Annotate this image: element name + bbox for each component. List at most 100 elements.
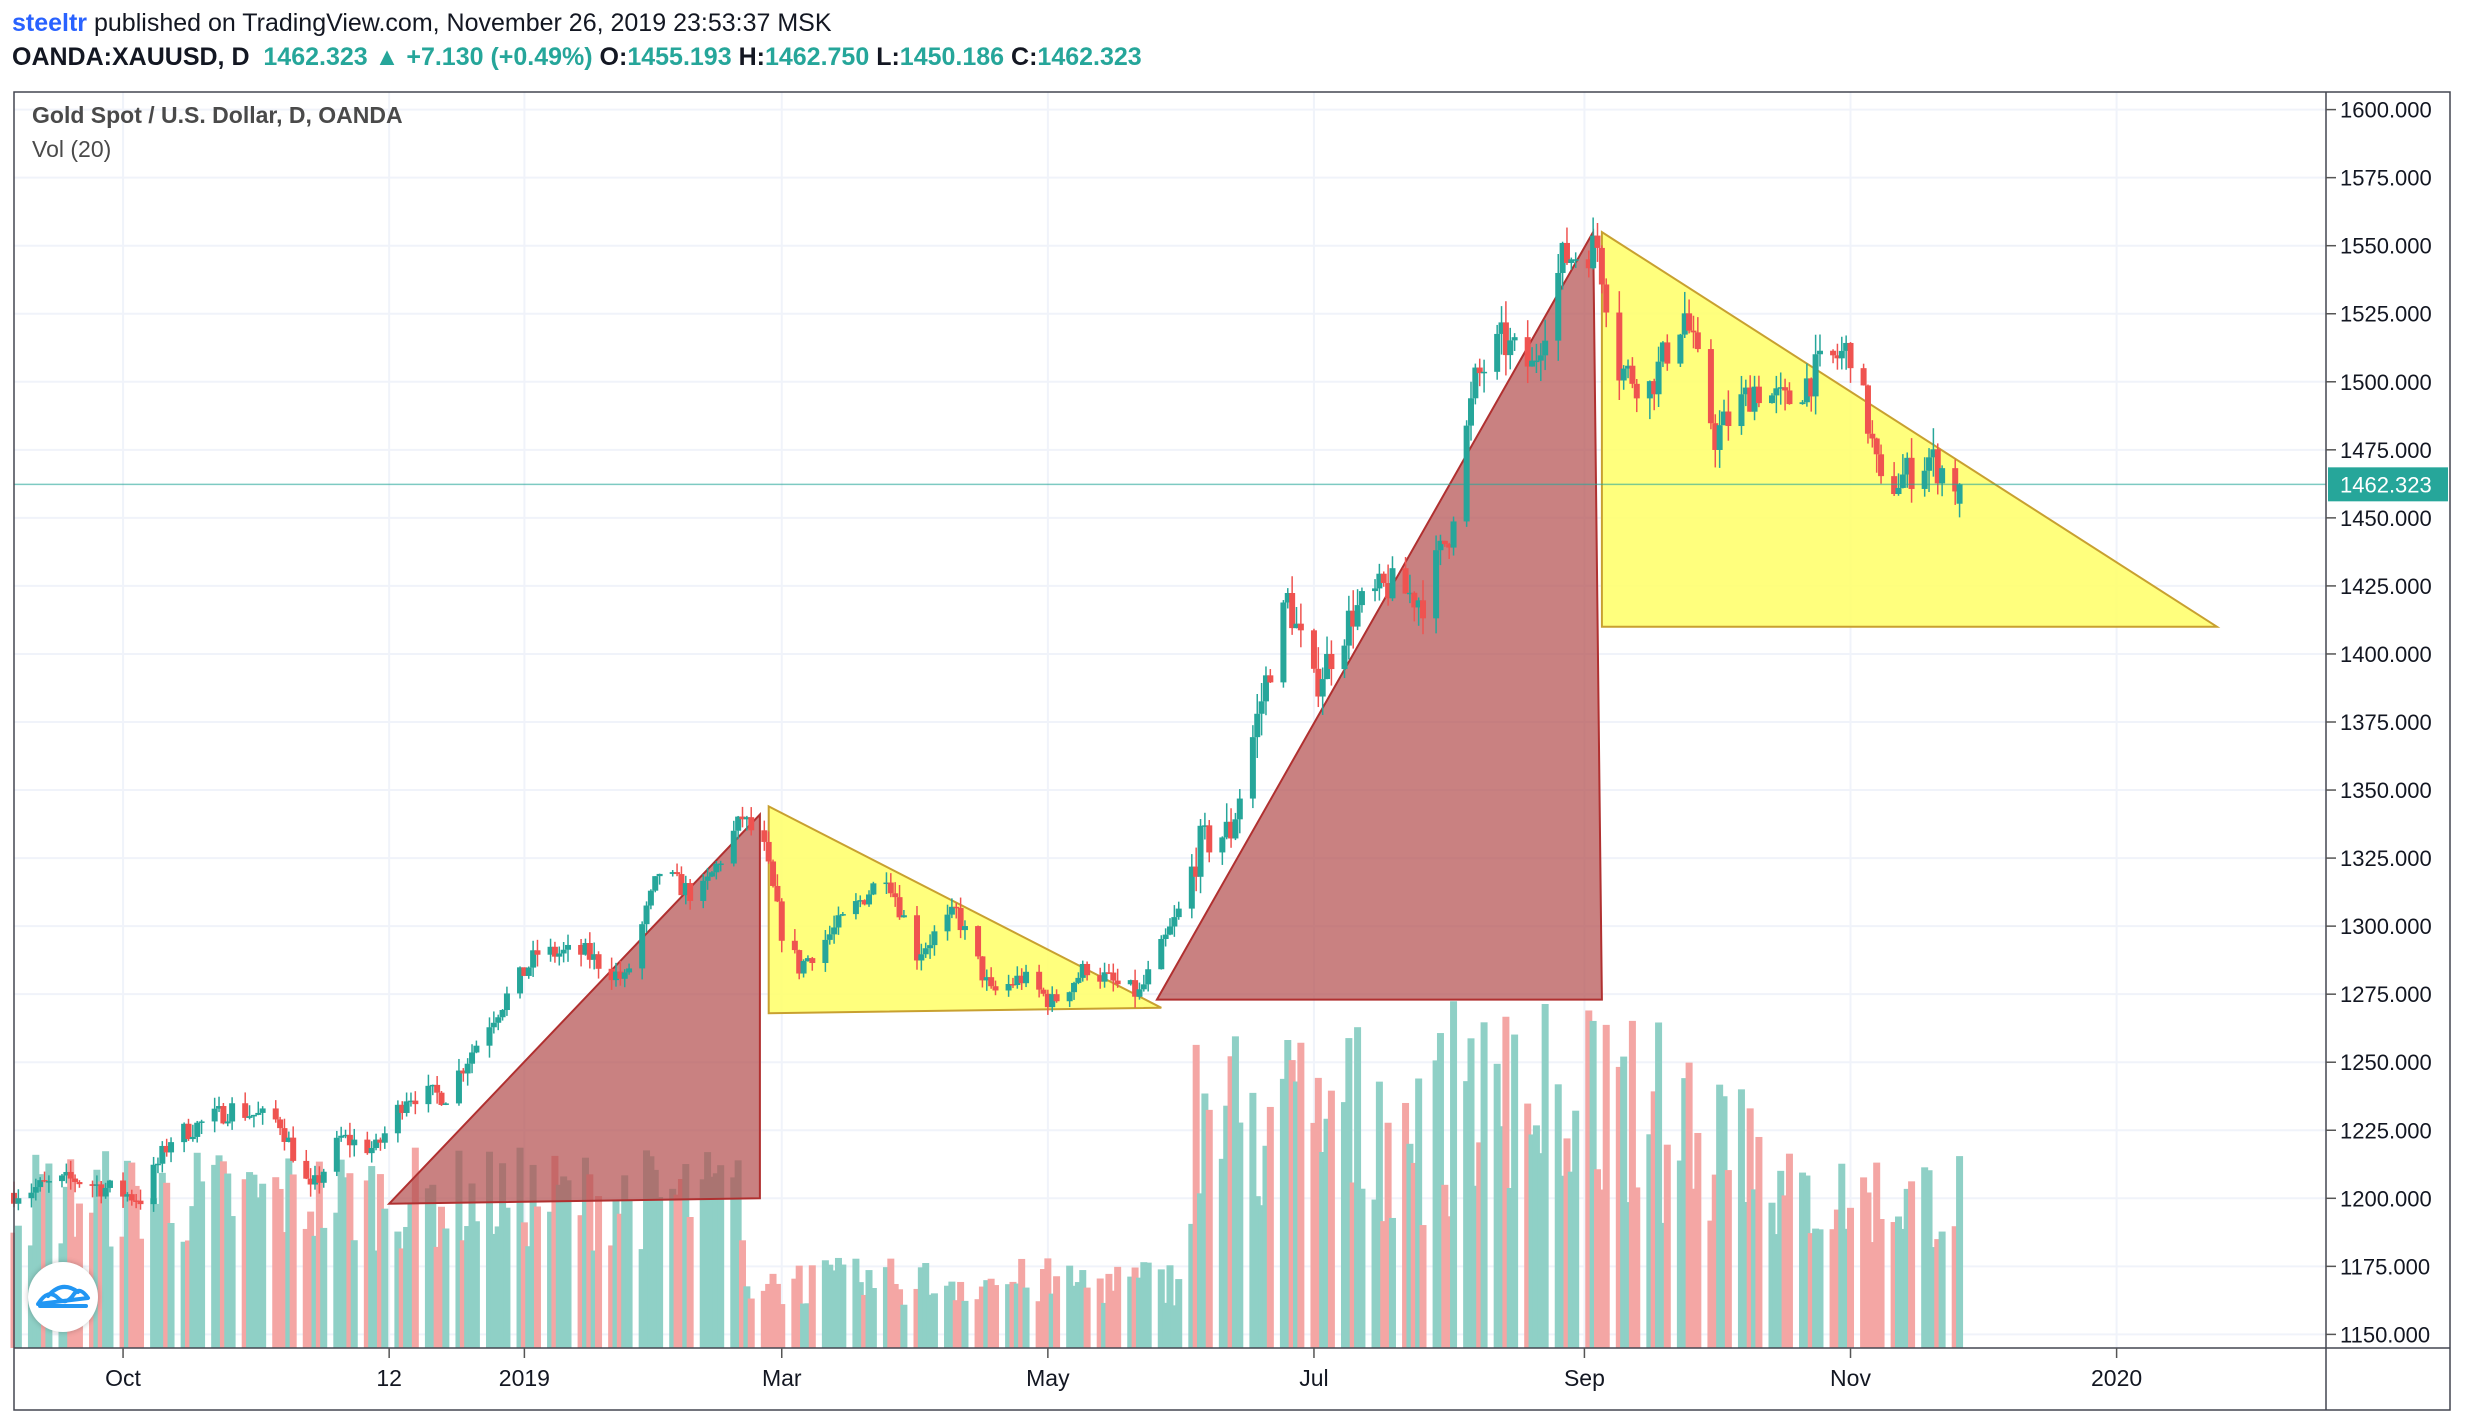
- volume-bar: [472, 1221, 480, 1348]
- candle-body: [578, 944, 585, 955]
- candle-body: [983, 977, 990, 981]
- candle-body: [224, 1121, 231, 1124]
- candle-body: [32, 1187, 39, 1193]
- volume-bar: [887, 1258, 895, 1348]
- drawings-layer[interactable]: [386, 228, 2221, 1205]
- candle-body: [281, 1128, 288, 1142]
- author-link[interactable]: steeltr: [12, 9, 88, 37]
- volume-bar: [647, 1156, 655, 1348]
- volume-bar: [804, 1303, 812, 1348]
- volume-bar: [1803, 1175, 1811, 1348]
- volume-bar: [1694, 1132, 1702, 1348]
- candle-body: [560, 949, 567, 954]
- volume-bar: [869, 1288, 877, 1348]
- candle-body: [682, 883, 689, 896]
- volume-bar: [442, 1228, 450, 1348]
- grid: [14, 92, 2326, 1348]
- volume-bar: [961, 1300, 969, 1348]
- volume-bar: [1109, 1290, 1117, 1348]
- volume-bar: [1864, 1192, 1872, 1348]
- volume-bars: [10, 1001, 1964, 1348]
- candle-body: [1071, 982, 1078, 993]
- candle-body: [992, 986, 999, 991]
- volume-bar: [228, 1216, 236, 1348]
- candle-body: [102, 1187, 109, 1197]
- candle-body: [1812, 354, 1819, 397]
- volume-bar: [586, 1174, 594, 1348]
- candle-body: [765, 841, 772, 862]
- tradingview-logo-icon[interactable]: [28, 1262, 98, 1332]
- candle-body: [364, 1139, 371, 1154]
- candle-body: [1664, 342, 1671, 364]
- candle-body: [804, 958, 811, 962]
- volume-bar: [14, 1225, 22, 1348]
- candle-body: [1838, 350, 1845, 359]
- volume-bar: [1162, 1302, 1170, 1348]
- candle-body: [1651, 381, 1658, 395]
- candle-body: [98, 1184, 105, 1197]
- y-tick-label: 1375.000: [2340, 710, 2432, 735]
- volume-bar: [1345, 1038, 1353, 1348]
- volume-bar: [503, 1207, 511, 1348]
- candle-body: [1869, 433, 1876, 439]
- candle-body: [272, 1108, 279, 1120]
- volume-bar: [198, 1181, 206, 1348]
- candle-body: [316, 1175, 323, 1183]
- candle-body: [979, 956, 986, 981]
- candle-body: [1084, 963, 1091, 976]
- volume-bar: [1218, 1158, 1226, 1348]
- candle-body: [1629, 365, 1636, 384]
- volume-bar: [1890, 1222, 1898, 1348]
- candle-body: [41, 1180, 48, 1182]
- volume-bar: [1083, 1287, 1091, 1348]
- volume-bar: [1114, 1266, 1122, 1348]
- volume-bar: [1236, 1122, 1244, 1348]
- volume-bar: [311, 1235, 319, 1348]
- volume-bar: [1903, 1188, 1911, 1348]
- candle-body: [303, 1160, 310, 1179]
- candle-body: [1228, 821, 1235, 839]
- volume-bar: [808, 1265, 816, 1348]
- volume-bar: [381, 1208, 389, 1348]
- volume-bar: [1375, 1081, 1383, 1348]
- volume-bar: [368, 1166, 376, 1348]
- candle-body: [1677, 334, 1684, 364]
- volume-bar: [1101, 1302, 1109, 1348]
- published-text: published on TradingView.com, November 2…: [94, 9, 832, 37]
- candle-body: [338, 1135, 345, 1138]
- volume-bar: [1432, 1060, 1440, 1348]
- candle-body: [713, 863, 720, 873]
- volume-bar: [1419, 1225, 1427, 1348]
- volume-bar: [778, 1304, 786, 1348]
- volume-bar: [407, 1202, 415, 1348]
- volume-bar: [433, 1246, 441, 1348]
- candle-body: [216, 1106, 223, 1109]
- candle-body: [1289, 592, 1296, 629]
- volume-bar: [1594, 1169, 1602, 1348]
- volume-bar: [45, 1163, 53, 1348]
- candle-body: [1341, 645, 1348, 670]
- candle-body: [1904, 457, 1911, 475]
- candle-body: [1498, 322, 1505, 334]
- candle-body: [1476, 367, 1483, 374]
- volume-bar: [424, 1188, 432, 1348]
- volume-bar: [455, 1150, 463, 1348]
- candle-body: [1420, 600, 1427, 619]
- volume-bar: [494, 1226, 502, 1348]
- volume-bar: [625, 1199, 633, 1348]
- volume-bar: [699, 1179, 707, 1348]
- volume-bar: [1022, 1287, 1030, 1348]
- candle-body: [647, 890, 654, 906]
- candle-body: [1110, 972, 1117, 981]
- candle-body: [1864, 385, 1871, 434]
- volume-bar: [241, 1179, 249, 1348]
- candle-body: [608, 968, 615, 981]
- candle-body: [1686, 313, 1693, 331]
- candle-body: [796, 950, 803, 974]
- volume-bar: [464, 1226, 472, 1348]
- candle-body: [586, 943, 593, 960]
- volume-bar: [272, 1177, 280, 1348]
- y-tick-label: 1525.000: [2340, 302, 2432, 327]
- candle-body: [320, 1171, 327, 1183]
